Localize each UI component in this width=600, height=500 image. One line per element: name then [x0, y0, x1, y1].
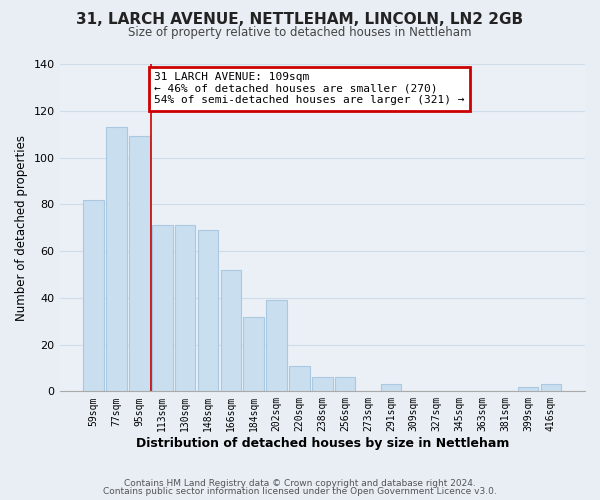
Bar: [83, 200, 104, 392]
Text: Size of property relative to detached houses in Nettleham: Size of property relative to detached ho…: [128, 26, 472, 39]
Bar: [312, 378, 332, 392]
X-axis label: Distribution of detached houses by size in Nettleham: Distribution of detached houses by size …: [136, 437, 509, 450]
Bar: [221, 270, 241, 392]
Bar: [518, 386, 538, 392]
Text: Contains HM Land Registry data © Crown copyright and database right 2024.: Contains HM Land Registry data © Crown c…: [124, 478, 476, 488]
Bar: [106, 127, 127, 392]
Bar: [244, 316, 264, 392]
Text: Contains public sector information licensed under the Open Government Licence v3: Contains public sector information licen…: [103, 487, 497, 496]
Bar: [289, 366, 310, 392]
Text: 31, LARCH AVENUE, NETTLEHAM, LINCOLN, LN2 2GB: 31, LARCH AVENUE, NETTLEHAM, LINCOLN, LN…: [76, 12, 524, 28]
Bar: [335, 378, 355, 392]
Bar: [198, 230, 218, 392]
Bar: [152, 226, 173, 392]
Bar: [175, 226, 196, 392]
Bar: [380, 384, 401, 392]
Bar: [541, 384, 561, 392]
Bar: [129, 136, 150, 392]
Bar: [266, 300, 287, 392]
Y-axis label: Number of detached properties: Number of detached properties: [15, 134, 28, 320]
Text: 31 LARCH AVENUE: 109sqm
← 46% of detached houses are smaller (270)
54% of semi-d: 31 LARCH AVENUE: 109sqm ← 46% of detache…: [154, 72, 464, 106]
